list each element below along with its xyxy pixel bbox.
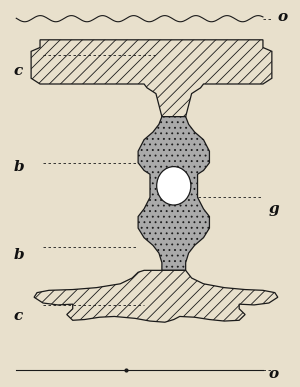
Polygon shape xyxy=(138,116,209,271)
Ellipse shape xyxy=(157,167,191,205)
Text: o: o xyxy=(269,367,279,381)
Text: c: c xyxy=(13,63,22,77)
Text: o: o xyxy=(278,10,288,24)
Polygon shape xyxy=(34,271,278,322)
Text: b: b xyxy=(13,159,24,174)
Polygon shape xyxy=(31,40,272,116)
Text: b: b xyxy=(13,248,24,262)
Text: c: c xyxy=(13,310,22,324)
Text: g: g xyxy=(269,202,280,216)
